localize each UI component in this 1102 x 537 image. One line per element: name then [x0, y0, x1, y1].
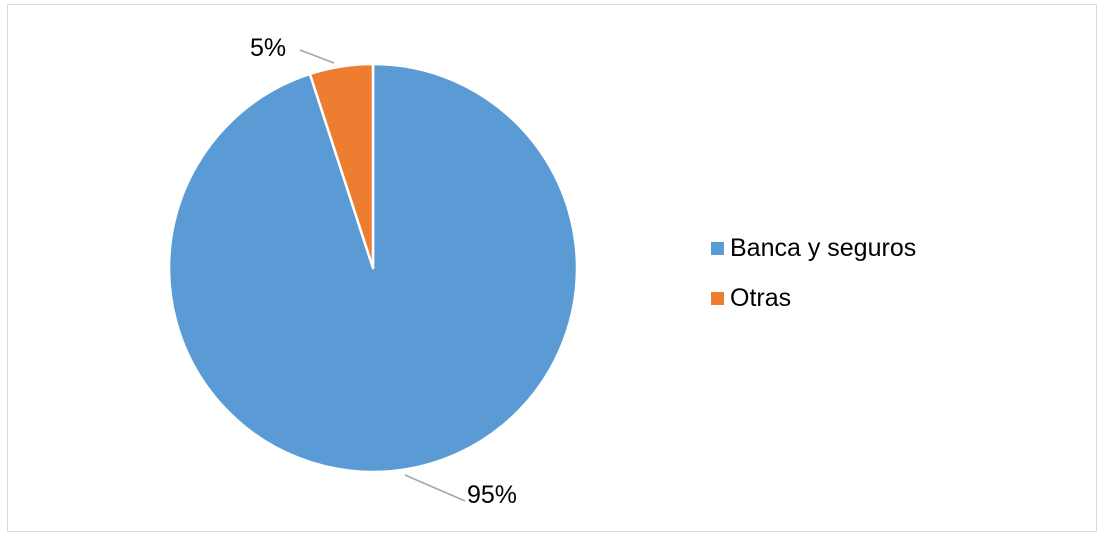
pie-slice-otras[interactable] — [308, 62, 375, 270]
legend-item-banca-y-seguros[interactable]: Banca y seguros — [711, 230, 916, 266]
data-label-banca-y-seguros: 95% — [467, 481, 517, 509]
legend-label-banca-y-seguros: Banca y seguros — [730, 233, 917, 262]
leader-line-banca-y-seguros — [404, 474, 466, 502]
leader-lines — [299, 49, 466, 502]
legend-item-otras[interactable]: Otras — [711, 280, 916, 316]
legend-swatch-otras — [711, 291, 724, 305]
pie-slices — [167, 62, 579, 474]
legend-label-otras: Otras — [730, 283, 792, 312]
legend: Banca y seguros Otras — [711, 230, 916, 330]
leader-line-otras — [299, 49, 335, 64]
legend-swatch-banca-y-seguros — [711, 241, 724, 255]
data-labels: 95% 5% — [250, 34, 517, 509]
data-label-otras: 5% — [250, 34, 286, 62]
